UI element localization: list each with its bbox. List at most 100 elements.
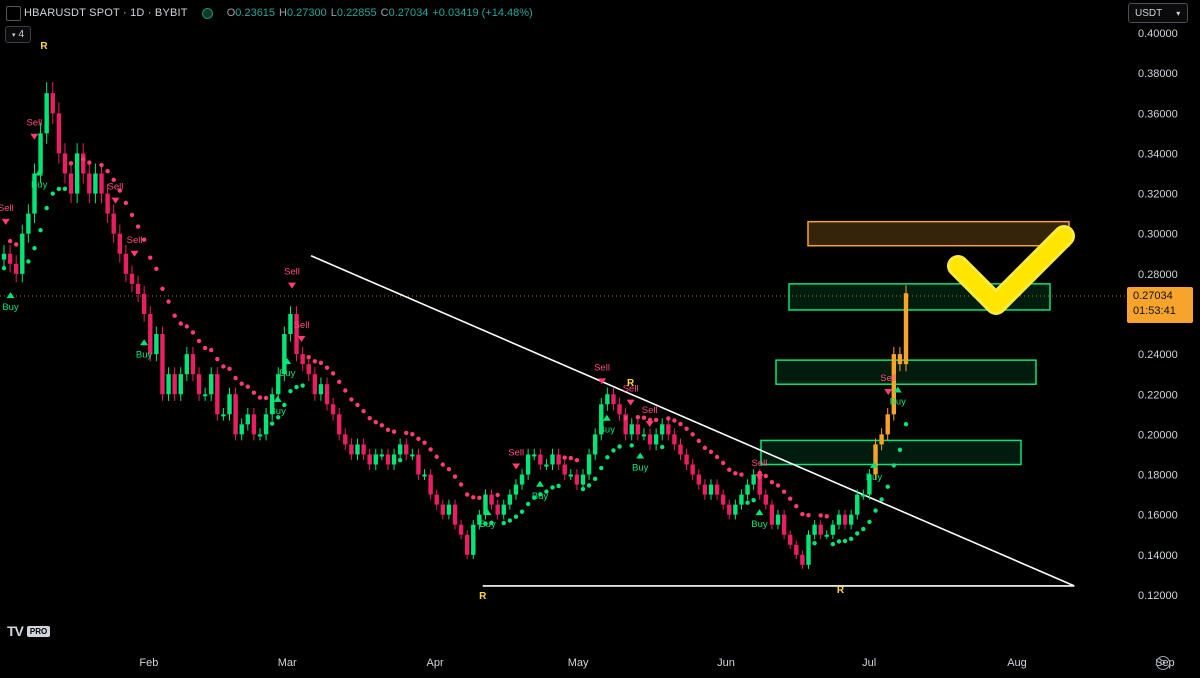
sell-arrow-icon [130, 250, 139, 257]
candle [282, 334, 287, 375]
y-tick-label: 0.28000 [1138, 269, 1178, 281]
trail-dot [556, 483, 561, 489]
trail-dot [154, 266, 159, 272]
y-tick-label: 0.12000 [1138, 590, 1178, 602]
candle [873, 444, 878, 475]
sell-label: Sell [108, 182, 124, 193]
candle [397, 444, 403, 455]
buy-label: Buy [31, 179, 48, 190]
trail-dot [367, 416, 372, 421]
candle [117, 233, 122, 254]
candle [288, 313, 293, 335]
candle [93, 173, 98, 194]
candle [489, 494, 494, 505]
candle [68, 173, 74, 194]
candle [458, 524, 464, 535]
candle [525, 454, 531, 475]
trail-dot [245, 384, 250, 389]
candle [477, 514, 482, 525]
candle [708, 484, 714, 495]
candle [824, 534, 829, 537]
trail-dot [422, 440, 427, 445]
candle [269, 394, 275, 415]
candle [160, 334, 165, 395]
trail-dot [337, 379, 342, 385]
candle [56, 113, 62, 154]
sell-arrow-icon [287, 282, 296, 289]
candle [897, 354, 903, 365]
candle [215, 374, 220, 415]
trail-dot [300, 383, 305, 388]
settings-icon[interactable] [1156, 656, 1170, 670]
trail-dot [794, 503, 799, 509]
buy-label: Buy [599, 425, 616, 436]
candle [306, 364, 311, 375]
open-label: O [226, 7, 236, 19]
trail-dot [135, 224, 141, 229]
r-marker: R [479, 591, 487, 602]
candle [855, 494, 860, 515]
candle [227, 394, 232, 415]
trail-dot [751, 498, 756, 503]
trail-dot [7, 238, 13, 244]
trail-dot [660, 444, 665, 450]
candle [806, 534, 811, 565]
trail-dot [50, 191, 55, 196]
high-value: 0.27300 [287, 7, 327, 19]
pro-badge: PRO [26, 625, 51, 637]
candle [410, 454, 415, 457]
trail-dot [653, 417, 659, 423]
candle [696, 474, 701, 485]
candle [702, 484, 708, 495]
trail-dot [781, 489, 787, 494]
trail-dot [440, 462, 446, 467]
candle [629, 424, 634, 435]
candle [81, 153, 86, 174]
symbol-header[interactable]: HBARUSDT SPOT · 1D · BYBIT O 0.23615 H 0.2… [6, 4, 533, 22]
currency-label: USDT [1135, 7, 1163, 19]
y-tick-label: 0.24000 [1138, 349, 1178, 361]
trail-dot [26, 259, 31, 264]
tradingview-logo[interactable]: TV PRO [7, 623, 51, 639]
sell-arrow-icon [645, 420, 654, 427]
candle [812, 524, 817, 535]
buy-label: Buy [479, 519, 496, 530]
x-tick-label: Mar [278, 657, 297, 669]
trail-dot [318, 360, 324, 366]
candle [141, 293, 147, 314]
trail-dot [379, 423, 385, 428]
trail-dot [574, 458, 580, 463]
last-price: 0.27034 [1133, 290, 1173, 302]
y-tick-label: 0.32000 [1138, 189, 1178, 201]
candle [62, 153, 68, 174]
trail-dot [580, 486, 586, 492]
trail-dot [355, 402, 360, 408]
currency-select[interactable]: USDT ▾ [1128, 3, 1188, 23]
candle [513, 484, 519, 495]
candlesticks [1, 82, 909, 569]
trail-dot [513, 514, 519, 519]
y-tick-label: 0.18000 [1138, 470, 1178, 482]
sell-label: Sell [623, 384, 639, 395]
trail-dot [678, 421, 683, 427]
candle [757, 474, 762, 495]
trail-dot [20, 266, 25, 271]
trail-dot [202, 345, 208, 351]
sell-label: Sell [284, 267, 300, 278]
sell-label: Sell [127, 235, 143, 246]
trail-dot [184, 324, 190, 329]
candle [788, 534, 793, 545]
sell-arrow-icon [755, 474, 764, 481]
indicators-collapse-button[interactable]: ▾ 4 [5, 26, 31, 43]
low-label: L [330, 7, 337, 19]
trail-dot [141, 237, 147, 242]
candle [867, 474, 872, 495]
candle [312, 374, 318, 395]
trail-dot [769, 479, 775, 485]
candle [580, 474, 586, 485]
candle [13, 263, 19, 274]
candle [544, 464, 549, 467]
symbol-title[interactable]: HBARUSDT SPOT · 1D · BYBIT [24, 7, 188, 19]
candle [507, 494, 513, 505]
